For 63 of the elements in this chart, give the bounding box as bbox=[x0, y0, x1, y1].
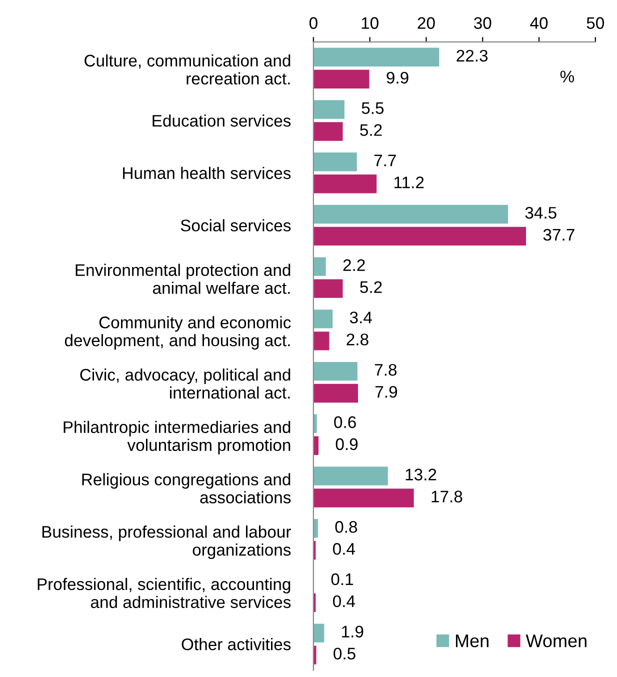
data-label: 7.8 bbox=[374, 364, 397, 376]
data-label: 2.2 bbox=[343, 259, 365, 271]
x-tick-label: 50 bbox=[586, 17, 604, 29]
data-label: 17.8 bbox=[432, 490, 462, 502]
data-label: 5.2 bbox=[360, 124, 382, 136]
bar bbox=[313, 204, 508, 224]
bar bbox=[313, 646, 316, 664]
y-tick-label: Business, professional and labour organizations bbox=[42, 526, 291, 560]
y-tick-label: Professional, scientific, accounting and administrative services bbox=[38, 578, 291, 608]
data-label: 22.3 bbox=[456, 50, 488, 62]
bar bbox=[313, 362, 358, 381]
data-label: 0.4 bbox=[333, 543, 356, 555]
data-label: 37.7 bbox=[543, 228, 574, 241]
data-label: 5.5 bbox=[362, 102, 384, 114]
bar bbox=[313, 122, 343, 141]
legend-label: Men bbox=[456, 634, 488, 648]
bar bbox=[313, 624, 324, 642]
bar bbox=[313, 310, 333, 328]
y-tick-label: Community and economic development, and housing act. bbox=[64, 316, 291, 350]
y-tick-label: Human health services bbox=[123, 166, 291, 180]
y-tick-label: Other activities bbox=[182, 638, 291, 650]
bar bbox=[313, 384, 358, 403]
y-tick-label: Culture, communication and recreation act. bbox=[84, 54, 290, 85]
x-axis-title: % bbox=[560, 70, 574, 82]
y-tick-label: Religious congregations and associations bbox=[82, 473, 291, 504]
data-label: 0.1 bbox=[331, 573, 354, 586]
data-label: 0.4 bbox=[333, 595, 356, 608]
data-label: 1.9 bbox=[342, 626, 364, 638]
y-tick-label: Environmental protection and animal welfare act. bbox=[76, 264, 290, 294]
x-tick-label: 0 bbox=[309, 17, 318, 29]
bar bbox=[313, 257, 326, 276]
data-label: 3.4 bbox=[350, 312, 372, 324]
data-label: 0.5 bbox=[334, 648, 356, 660]
y-tick-label: Philantropic intermediaries and voluntarism promotion bbox=[64, 420, 290, 454]
data-label: 0.8 bbox=[335, 521, 358, 533]
y-tick-label: Social services bbox=[180, 219, 291, 232]
bar bbox=[313, 488, 414, 508]
x-tick-label: 40 bbox=[530, 17, 548, 29]
data-label: 7.9 bbox=[376, 386, 398, 398]
data-label: 11.2 bbox=[394, 176, 424, 188]
bar bbox=[313, 48, 440, 66]
data-label: 2.8 bbox=[346, 334, 368, 346]
data-label: 7.7 bbox=[374, 154, 396, 166]
data-label: 34.5 bbox=[525, 206, 556, 219]
bar bbox=[313, 174, 377, 194]
bar bbox=[313, 152, 357, 172]
x-tick-label: 10 bbox=[362, 17, 378, 29]
bar bbox=[313, 279, 343, 298]
data-label: 5.2 bbox=[360, 281, 382, 294]
y-tick-label: Education services bbox=[152, 114, 291, 127]
data-label: 0.9 bbox=[336, 438, 358, 450]
bar bbox=[313, 332, 330, 350]
bar bbox=[313, 226, 526, 246]
legend-label: Women bbox=[526, 634, 586, 648]
data-label: 13.2 bbox=[406, 468, 436, 480]
bar bbox=[313, 466, 388, 486]
x-tick-label: 20 bbox=[418, 17, 435, 29]
data-label: 0.6 bbox=[334, 416, 356, 428]
data-label: 9.9 bbox=[386, 72, 408, 84]
y-tick-label: Civic, advocacy, political and international act. bbox=[80, 368, 290, 399]
bar bbox=[313, 70, 370, 88]
x-tick-label: 30 bbox=[474, 17, 492, 29]
bar bbox=[313, 100, 344, 119]
